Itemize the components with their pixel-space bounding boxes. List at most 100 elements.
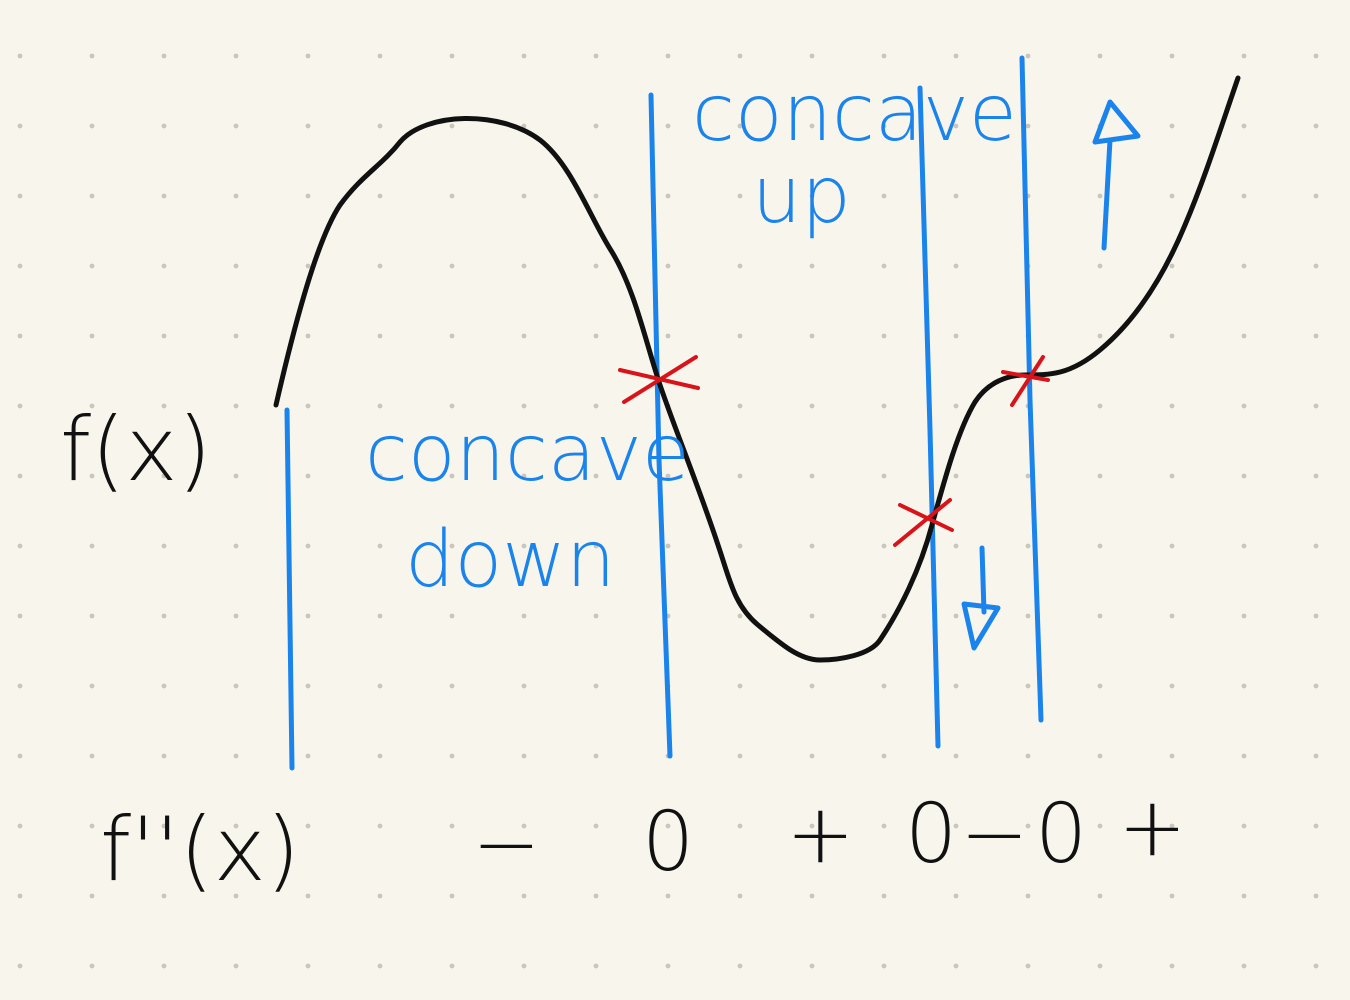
grid-dot — [1025, 753, 1031, 759]
grid-dot — [1313, 963, 1319, 969]
grid-dot — [377, 333, 383, 339]
grid-dot — [737, 473, 743, 479]
second-derivative-label: f''(x) — [100, 798, 300, 901]
grid-dot — [449, 473, 455, 479]
grid-dot — [377, 263, 383, 269]
grid-dot — [377, 683, 383, 689]
grid-dot — [305, 193, 311, 199]
grid-dot — [1025, 123, 1031, 129]
grid-dot — [17, 193, 23, 199]
grid-dot — [17, 403, 23, 409]
sign-chart-entry: − — [960, 787, 1029, 882]
grid-dot — [953, 263, 959, 269]
grid-dot — [1169, 403, 1175, 409]
grid-dot — [1025, 473, 1031, 479]
grid-dot — [665, 963, 671, 969]
grid-dot — [953, 473, 959, 479]
grid-dot — [593, 473, 599, 479]
grid-dot — [737, 753, 743, 759]
down-arrow-icon — [961, 545, 1001, 651]
grid-dot — [521, 683, 527, 689]
sign-chart-entry: + — [786, 787, 855, 882]
grid-dot — [1097, 333, 1103, 339]
grid-dot — [1313, 823, 1319, 829]
grid-dot — [89, 683, 95, 689]
grid-dot — [161, 823, 167, 829]
grid-dot — [17, 543, 23, 549]
grid-dot — [89, 543, 95, 549]
sign-chart: − 0 + 0 − 0 + — [472, 780, 1187, 892]
grid-dot — [17, 473, 23, 479]
grid-dot — [953, 53, 959, 59]
grid-dot — [593, 613, 599, 619]
grid-dot — [881, 403, 887, 409]
grid-dot — [737, 333, 743, 339]
function-curve — [273, 75, 1241, 663]
grid-dot — [1097, 53, 1103, 59]
grid-dot — [1313, 193, 1319, 199]
grid-dot — [449, 893, 455, 899]
grid-dot — [1241, 963, 1247, 969]
grid-dot — [89, 193, 95, 199]
grid-dot — [1169, 123, 1175, 129]
grid-dot — [89, 403, 95, 409]
grid-dot — [521, 753, 527, 759]
grid-dot — [953, 963, 959, 969]
sign-chart-entry: 0 — [1035, 787, 1087, 882]
grid-dot — [1025, 893, 1031, 899]
grid-dot — [521, 823, 527, 829]
grid-dot — [809, 333, 815, 339]
grid-dot — [953, 823, 959, 829]
concave-down-label-line1: concave — [365, 409, 690, 499]
grid-dot — [305, 963, 311, 969]
grid-dot — [161, 263, 167, 269]
function-label: f(x) — [60, 398, 212, 501]
grid-dot — [1241, 683, 1247, 689]
grid-dot — [305, 613, 311, 619]
grid-dot — [161, 193, 167, 199]
grid-dot — [521, 333, 527, 339]
grid-dot — [17, 123, 23, 129]
grid-dot — [1169, 193, 1175, 199]
grid-dot — [1241, 263, 1247, 269]
grid-dot — [305, 333, 311, 339]
sign-chart-entry: 0 — [905, 787, 957, 882]
grid-dot — [521, 473, 527, 479]
grid-dot — [161, 403, 167, 409]
grid-dot — [161, 893, 167, 899]
grid-dot — [1313, 543, 1319, 549]
grid-dot — [809, 753, 815, 759]
grid-dot — [1097, 753, 1103, 759]
grid-dot — [593, 53, 599, 59]
grid-dot — [1241, 893, 1247, 899]
grid-dot — [1097, 613, 1103, 619]
grid-dot — [17, 613, 23, 619]
grid-dot — [1241, 333, 1247, 339]
grid-dot — [377, 53, 383, 59]
grid-dot — [1025, 963, 1031, 969]
grid-dot — [809, 893, 815, 899]
grid-dot — [1097, 403, 1103, 409]
concave-up-label-line2: up — [752, 151, 851, 241]
grid-dot — [593, 543, 599, 549]
dot-grid-background — [17, 53, 1319, 969]
grid-dot — [953, 893, 959, 899]
grid-dot — [233, 333, 239, 339]
grid-dot — [665, 473, 671, 479]
grid-dot — [1097, 893, 1103, 899]
grid-dot — [17, 333, 23, 339]
grid-dot — [953, 683, 959, 689]
grid-dot — [593, 823, 599, 829]
grid-dot — [665, 893, 671, 899]
grid-dot — [1169, 263, 1175, 269]
grid-dot — [89, 123, 95, 129]
grid-dot — [881, 963, 887, 969]
grid-dot — [737, 193, 743, 199]
grid-dot — [809, 543, 815, 549]
grid-dot — [233, 753, 239, 759]
grid-dot — [1313, 333, 1319, 339]
grid-dot — [449, 753, 455, 759]
grid-dot — [881, 53, 887, 59]
grid-dot — [1169, 753, 1175, 759]
